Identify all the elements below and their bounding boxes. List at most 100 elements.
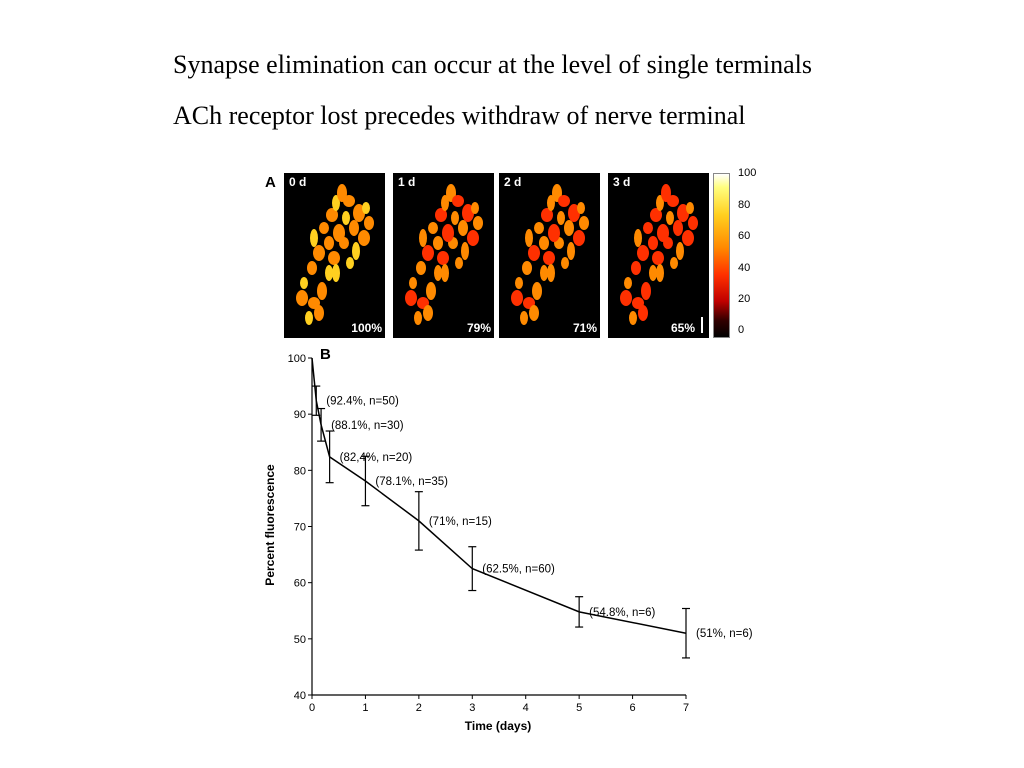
fluorescence-blob [313,245,325,261]
x-tick-label: 5 [576,702,582,714]
y-tick-label: 90 [294,409,306,421]
fluorescence-blob [362,202,370,214]
fluorescence-blob [676,242,684,260]
y-tick-label: 70 [294,522,306,534]
fluorescence-blob [435,208,447,222]
fluorescence-blob [547,264,555,282]
fluorescence-blob [561,257,569,269]
fluorescence-blob [643,222,653,234]
fluorescence-blob [455,257,463,269]
fluorescence-blob [324,236,334,250]
fluorescence-blob [462,204,474,222]
fluorescence-blob [534,222,544,234]
fluorescence-blob [461,242,469,260]
colorbar [713,173,730,338]
fluorescence-blob [353,204,365,222]
fluorescence-blob [310,229,318,247]
percent-label: 71% [572,321,597,335]
fluorescence-blob [638,305,648,321]
data-label: (92.4%, n=50) [326,396,399,408]
fluorescence-blob [656,195,664,211]
data-label: (51%, n=6) [696,628,753,640]
fluorescence-blob [332,264,340,282]
day-label: 2 d [504,175,522,189]
fluorescence-blob [352,242,360,260]
fluorescence-blob [577,202,585,214]
fluorescence-blob [558,195,570,207]
fluorescence-blob [667,195,679,207]
fluorescence-blob [358,230,370,246]
fluorescence-blob [525,229,533,247]
day-label: 3 d [613,175,631,189]
fluorescence-blob [473,216,483,230]
x-tick-label: 3 [469,702,475,714]
data-label: (62.5%, n=60) [482,564,555,576]
fluorescence-blob [688,216,698,230]
colorbar-tick: 80 [738,199,751,211]
day-label: 1 d [398,175,416,189]
day-label: 0 d [289,175,307,189]
fluorescence-blob [528,245,540,261]
slide-title-line-2: ACh receptor lost precedes withdraw of n… [173,101,746,130]
fluorescence-blob [467,230,479,246]
fluorescence-blob [541,208,553,222]
image-panel-day1: 1 d 79% [393,173,494,338]
fluorescence-blob [342,211,350,225]
fluorescence-blob [557,211,565,225]
fluorescence-blob [529,305,539,321]
y-tick-label: 100 [288,353,306,365]
fluorescence-blob [325,265,333,281]
x-tick-label: 1 [362,702,368,714]
panel-a-label: A [265,174,276,191]
fluorescence-blob [666,211,674,225]
fluorescence-blob [422,245,434,261]
fluorescence-blob [620,290,632,306]
fluorescence-blob [673,220,683,236]
fluorescence-blob [332,195,340,211]
percent-label: 79% [466,321,491,335]
fluorescence-blob [520,311,528,325]
chart-marks: (92.4%, n=50) (88.1%, n=30) (82,4%, n=20) (… [311,357,753,659]
fluorescence-blob [573,230,585,246]
fluorescence-blob [433,236,443,250]
fluorescence-blob [515,277,523,289]
colorbar-tick: 20 [738,293,751,305]
fluorescence-blob [441,264,449,282]
fluorescence-blob [328,251,340,265]
scale-bar [701,317,703,333]
fluorescence-blob [641,282,651,300]
x-tick-label: 2 [416,702,422,714]
chart-axes: 0 1 2 3 4 5 6 7 40 50 60 70 80 90 100 [288,353,689,714]
percent-label: 100% [351,321,382,335]
fluorescence-blob [677,204,689,222]
fluorescence-blob [629,311,637,325]
fluorescence-blob [419,229,427,247]
fluorescence-blob [670,257,678,269]
data-label: (82,4%, n=20) [340,452,413,464]
y-tick-label: 60 [294,578,306,590]
fluorescence-image [405,184,483,325]
fluorescence-blob [650,208,662,222]
colorbar-tick: 40 [738,262,751,274]
fluorescence-blob [657,224,669,242]
image-panel-day2: 2 d 71% [499,173,600,338]
fluorescence-blob [548,224,560,242]
fluorescence-blob [319,222,329,234]
panel-b-label: B [320,346,331,363]
x-axis-label: Time (days) [465,719,531,733]
x-tick-label: 7 [683,702,689,714]
fluorescence-image [620,184,698,325]
fluorescence-blob [686,202,694,214]
fluorescence-blob [364,216,374,230]
colorbar-tick: 0 [738,324,745,336]
fluorescence-blob [314,305,324,321]
colorbar-tick: 100 [738,167,757,179]
y-tick-label: 50 [294,634,306,646]
fluorescence-image [296,184,374,325]
image-panel-day0: 0 d 100% [284,173,385,338]
fluorescence-blob [682,230,694,246]
fluorescence-blob [428,222,438,234]
fluorescence-blob [349,220,359,236]
fluorescence-blob [637,245,649,261]
